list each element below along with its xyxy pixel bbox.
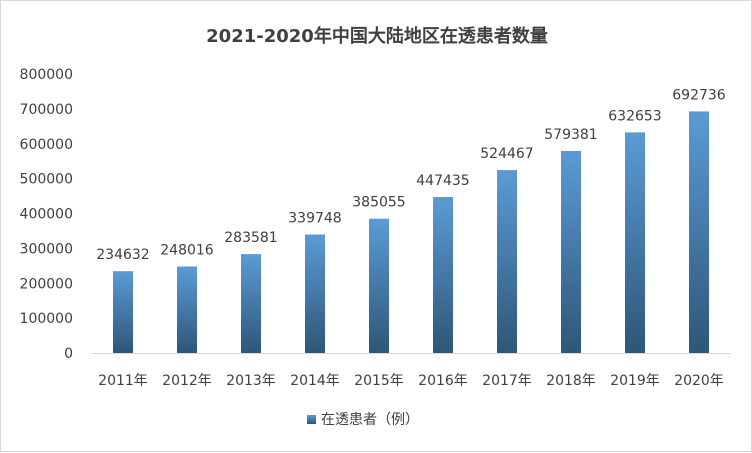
- x-tick-label: 2017年: [482, 373, 532, 389]
- x-tick-label: 2011年: [98, 373, 148, 389]
- data-label: 579381: [544, 127, 597, 143]
- bar: [369, 218, 389, 353]
- x-tick-label: 2015年: [354, 373, 404, 389]
- legend-swatch: [307, 415, 316, 424]
- bar: [497, 170, 517, 353]
- y-axis-ticks: 0 100000 200000 300000 400000 500000 600000 700…: [20, 67, 73, 362]
- legend-label: 在透患者（例）: [321, 412, 419, 428]
- y-tick-label: 800000: [20, 67, 73, 83]
- bar: [177, 266, 197, 353]
- data-label: 632653: [608, 108, 661, 124]
- data-label: 692736: [672, 87, 726, 103]
- data-label: 339748: [288, 211, 341, 227]
- bar: [689, 111, 709, 353]
- bar: [305, 234, 325, 353]
- x-tick-label: 2016年: [418, 373, 468, 389]
- y-tick-label: 400000: [20, 207, 73, 223]
- data-label: 248016: [160, 243, 214, 259]
- x-tick-label: 2019年: [610, 373, 660, 389]
- data-label: 447435: [416, 173, 469, 189]
- y-tick-label: 700000: [20, 102, 73, 118]
- x-tick-label: 2018年: [546, 373, 596, 389]
- data-labels: 234632 248016 283581 339748 385055 447435 5244…: [96, 87, 726, 263]
- chart-title: 2021-2020年中国大陆地区在透患者数量: [206, 25, 548, 47]
- bar: [625, 132, 645, 353]
- x-tick-label: 2014年: [290, 373, 340, 389]
- bar: [113, 271, 133, 353]
- y-tick-label: 600000: [20, 137, 73, 153]
- data-label: 524467: [480, 146, 533, 162]
- y-tick-label: 300000: [20, 241, 73, 257]
- y-tick-label: 100000: [20, 311, 73, 327]
- x-axis-ticks: 2011年 2012年 2013年 2014年 2015年 2016年 2017年 2018年…: [98, 373, 724, 389]
- bar-series: [113, 111, 709, 353]
- bar: [561, 150, 581, 353]
- bar: [433, 196, 453, 353]
- data-label: 283581: [224, 230, 277, 246]
- data-label: 234632: [96, 247, 149, 263]
- bar: [241, 254, 261, 353]
- y-tick-label: 0: [64, 346, 73, 362]
- y-tick-label: 500000: [20, 172, 73, 188]
- y-tick-label: 200000: [20, 276, 73, 292]
- data-label: 385055: [352, 195, 405, 211]
- x-tick-label: 2012年: [162, 373, 212, 389]
- x-tick-label: 2013年: [226, 373, 276, 389]
- legend: 在透患者（例）: [307, 412, 419, 428]
- x-tick-label: 2020年: [674, 373, 724, 389]
